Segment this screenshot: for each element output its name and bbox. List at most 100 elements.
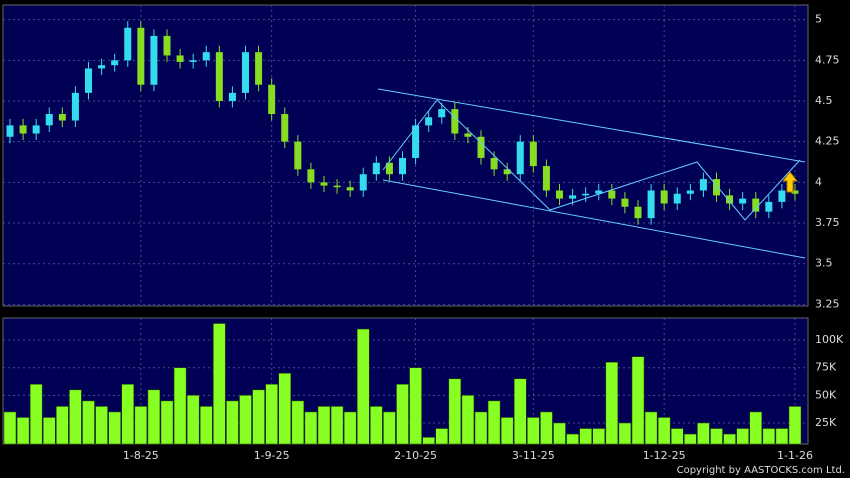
volume-bar: [69, 389, 82, 445]
candle-body: [346, 187, 354, 191]
volume-bar: [474, 411, 488, 445]
volume-bar: [631, 356, 645, 445]
y-tick-label: 4.5: [815, 94, 833, 107]
candle-body: [255, 52, 263, 85]
candle-body: [85, 68, 92, 93]
volume-bar: [147, 389, 161, 445]
volume-bar: [461, 395, 475, 445]
volume-bar: [82, 400, 95, 445]
volume-bar: [605, 361, 619, 445]
candle-body: [569, 195, 577, 199]
y-tick-label: 3.25: [815, 297, 840, 310]
volume-bar: [186, 395, 200, 445]
volume-bar: [409, 367, 422, 445]
candle-body: [464, 133, 472, 137]
price-panel: [2, 4, 809, 307]
candle-body: [529, 141, 537, 167]
candle-body: [608, 190, 616, 199]
candle-body: [752, 198, 760, 212]
candle-body: [621, 198, 629, 207]
volume-bar: [3, 411, 17, 445]
candle-body: [333, 185, 341, 188]
candle-body: [215, 52, 223, 101]
candle-body: [6, 125, 14, 137]
volume-bar: [448, 378, 462, 445]
volume-bar: [618, 422, 632, 445]
x-tick-label: 1-1-26: [777, 449, 813, 462]
y-tick-label: 5: [815, 13, 822, 26]
trend-lines: [377, 88, 806, 259]
candle-body: [98, 65, 106, 69]
candle-body: [150, 35, 158, 85]
candle-body: [32, 125, 40, 134]
y2-tick-label: 50K: [815, 388, 837, 401]
volume-bar: [553, 422, 566, 445]
volume-bar: [304, 411, 318, 445]
candle-body: [451, 109, 459, 134]
x-tick-label: 2-10-25: [394, 449, 437, 462]
zigzag: [382, 99, 801, 221]
candle-body: [111, 60, 119, 66]
candle-body: [739, 198, 747, 204]
x-tick-label: 1-9-25: [254, 449, 290, 462]
candle-body: [477, 136, 485, 158]
volume-bar: [579, 428, 592, 445]
candle-body: [189, 60, 197, 62]
candle-body: [228, 92, 236, 101]
volume-bar: [500, 417, 514, 445]
candle-body: [58, 114, 66, 121]
candle-body: [202, 52, 210, 61]
y2-tick-label: 25K: [815, 416, 837, 429]
copyright: Copyright by AASTOCKS.com Ltd.: [677, 465, 845, 476]
volume-bar: [762, 428, 776, 445]
volume-bar: [710, 428, 723, 445]
volume-bar: [684, 433, 697, 445]
x-tick-label: 1-12-25: [643, 449, 686, 462]
volume-bar: [134, 406, 148, 445]
volume-bar: [95, 406, 108, 445]
volume-bar: [200, 406, 213, 445]
volume-bar: [56, 406, 69, 445]
candle-body: [294, 141, 302, 170]
candle-body: [516, 141, 524, 175]
candle-body: [372, 162, 380, 175]
candle-body: [791, 190, 799, 194]
channel-upper: [377, 88, 806, 163]
volume-bar: [566, 433, 579, 445]
candle-body: [425, 117, 433, 126]
volume-bar: [422, 437, 435, 445]
candle-body: [582, 193, 590, 196]
signal-arrow: [781, 171, 799, 193]
candle-body: [778, 190, 786, 202]
y-tick-label: 3.5: [815, 257, 833, 270]
volume-bar: [383, 411, 396, 445]
candle-body: [647, 190, 655, 219]
y-tick-label: 4: [815, 175, 822, 188]
volume-bar: [370, 406, 383, 445]
volume-bar: [330, 406, 344, 445]
candle-body: [124, 27, 132, 61]
volume-bar: [723, 433, 736, 445]
candle-body: [542, 166, 550, 191]
volume-bar: [160, 400, 174, 445]
y-tick-label: 3.75: [815, 216, 840, 229]
candle-body: [438, 109, 446, 118]
candle-body: [634, 206, 642, 219]
marks: 3.25 3.5 3.75 4 4.25 4.5 4.75 5 25K 50K 75K 100K 1-8…: [3, 5, 844, 462]
candle-body: [359, 174, 367, 191]
volume-bar: [592, 428, 605, 445]
volume-bar: [775, 428, 789, 445]
volume-bar: [213, 323, 226, 445]
channel-lower: [382, 179, 806, 259]
volume-bar: [291, 400, 305, 445]
candle-body: [412, 125, 420, 158]
candle-body: [45, 114, 53, 126]
y-tick-label: 4.75: [815, 53, 840, 66]
volume-bar: [527, 417, 540, 445]
volume-bar: [644, 411, 658, 445]
volume-bar: [121, 384, 134, 445]
candle-body: [281, 114, 289, 142]
volume-bar: [16, 417, 30, 445]
candle-body: [307, 169, 315, 183]
